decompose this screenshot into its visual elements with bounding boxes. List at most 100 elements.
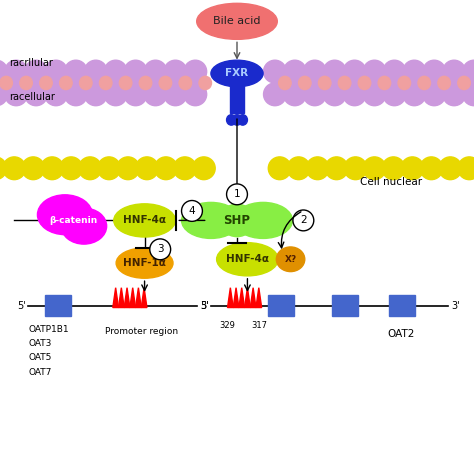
Ellipse shape xyxy=(84,83,107,106)
Ellipse shape xyxy=(164,60,187,83)
Ellipse shape xyxy=(403,83,426,106)
Polygon shape xyxy=(250,288,256,308)
Text: OAT7: OAT7 xyxy=(28,368,52,376)
Text: 3': 3' xyxy=(200,301,209,311)
Ellipse shape xyxy=(80,76,92,90)
Ellipse shape xyxy=(159,76,172,90)
Text: OATP1B1: OATP1B1 xyxy=(28,325,69,334)
Ellipse shape xyxy=(238,115,247,125)
Ellipse shape xyxy=(64,60,87,83)
Text: OAT2: OAT2 xyxy=(388,329,415,339)
Ellipse shape xyxy=(179,76,191,90)
Ellipse shape xyxy=(458,157,474,180)
Polygon shape xyxy=(233,288,239,308)
Circle shape xyxy=(293,210,314,231)
Ellipse shape xyxy=(60,76,72,90)
Ellipse shape xyxy=(197,3,277,39)
Ellipse shape xyxy=(219,204,255,237)
Text: racrllular: racrllular xyxy=(9,57,54,68)
Ellipse shape xyxy=(22,157,45,180)
Ellipse shape xyxy=(100,76,112,90)
Ellipse shape xyxy=(117,157,139,180)
Text: Promoter region: Promoter region xyxy=(105,327,178,336)
Text: OAT3: OAT3 xyxy=(28,339,52,348)
Circle shape xyxy=(227,184,247,205)
Ellipse shape xyxy=(25,60,47,83)
Ellipse shape xyxy=(114,204,175,237)
Ellipse shape xyxy=(79,157,101,180)
Ellipse shape xyxy=(401,157,424,180)
Ellipse shape xyxy=(182,202,240,238)
Ellipse shape xyxy=(5,83,27,106)
Polygon shape xyxy=(256,288,262,308)
Text: 2: 2 xyxy=(300,215,307,226)
Ellipse shape xyxy=(139,76,152,90)
Text: 5': 5' xyxy=(18,301,26,311)
Ellipse shape xyxy=(438,76,450,90)
Ellipse shape xyxy=(104,83,127,106)
Ellipse shape xyxy=(443,60,465,83)
Text: SHP: SHP xyxy=(224,214,250,227)
Ellipse shape xyxy=(363,60,386,83)
Ellipse shape xyxy=(264,60,286,83)
Bar xyxy=(389,295,415,317)
Circle shape xyxy=(182,201,202,221)
Ellipse shape xyxy=(325,157,348,180)
Ellipse shape xyxy=(343,60,366,83)
Polygon shape xyxy=(228,288,233,308)
Text: HNF-4α: HNF-4α xyxy=(123,215,166,226)
Ellipse shape xyxy=(119,76,132,90)
Ellipse shape xyxy=(40,76,52,90)
Ellipse shape xyxy=(0,60,8,83)
Polygon shape xyxy=(239,288,245,308)
Ellipse shape xyxy=(155,157,177,180)
Ellipse shape xyxy=(232,115,242,125)
Ellipse shape xyxy=(104,60,127,83)
Ellipse shape xyxy=(420,157,443,180)
Text: Cell nuclear: Cell nuclear xyxy=(360,177,422,188)
Ellipse shape xyxy=(5,60,27,83)
Text: HNF-4α: HNF-4α xyxy=(226,254,269,264)
Ellipse shape xyxy=(25,83,47,106)
Ellipse shape xyxy=(439,157,462,180)
Ellipse shape xyxy=(383,83,406,106)
Ellipse shape xyxy=(184,60,207,83)
Ellipse shape xyxy=(84,60,107,83)
Ellipse shape xyxy=(227,115,236,125)
Ellipse shape xyxy=(303,83,326,106)
Text: β-catenin: β-catenin xyxy=(49,216,98,225)
Ellipse shape xyxy=(199,76,211,90)
Ellipse shape xyxy=(403,60,426,83)
Ellipse shape xyxy=(383,60,406,83)
Ellipse shape xyxy=(184,83,207,106)
Ellipse shape xyxy=(234,202,292,238)
Text: 329: 329 xyxy=(219,321,236,330)
Ellipse shape xyxy=(0,83,8,106)
Polygon shape xyxy=(124,288,130,308)
Ellipse shape xyxy=(382,157,405,180)
Ellipse shape xyxy=(192,157,215,180)
Bar xyxy=(230,86,244,113)
Ellipse shape xyxy=(268,157,291,180)
Ellipse shape xyxy=(344,157,367,180)
Ellipse shape xyxy=(338,76,351,90)
Ellipse shape xyxy=(37,195,92,235)
Ellipse shape xyxy=(217,243,278,276)
Ellipse shape xyxy=(116,248,173,278)
Ellipse shape xyxy=(45,60,67,83)
Text: HNF-1α: HNF-1α xyxy=(123,258,166,268)
Ellipse shape xyxy=(283,60,306,83)
Ellipse shape xyxy=(264,83,286,106)
Ellipse shape xyxy=(0,157,7,180)
Bar xyxy=(45,295,71,317)
Ellipse shape xyxy=(378,76,391,90)
Ellipse shape xyxy=(458,76,470,90)
Ellipse shape xyxy=(423,60,446,83)
Ellipse shape xyxy=(299,76,311,90)
Text: 3: 3 xyxy=(157,244,164,255)
Ellipse shape xyxy=(398,76,410,90)
Ellipse shape xyxy=(323,60,346,83)
Ellipse shape xyxy=(423,83,446,106)
Text: Bile acid: Bile acid xyxy=(213,16,261,27)
Ellipse shape xyxy=(173,157,196,180)
